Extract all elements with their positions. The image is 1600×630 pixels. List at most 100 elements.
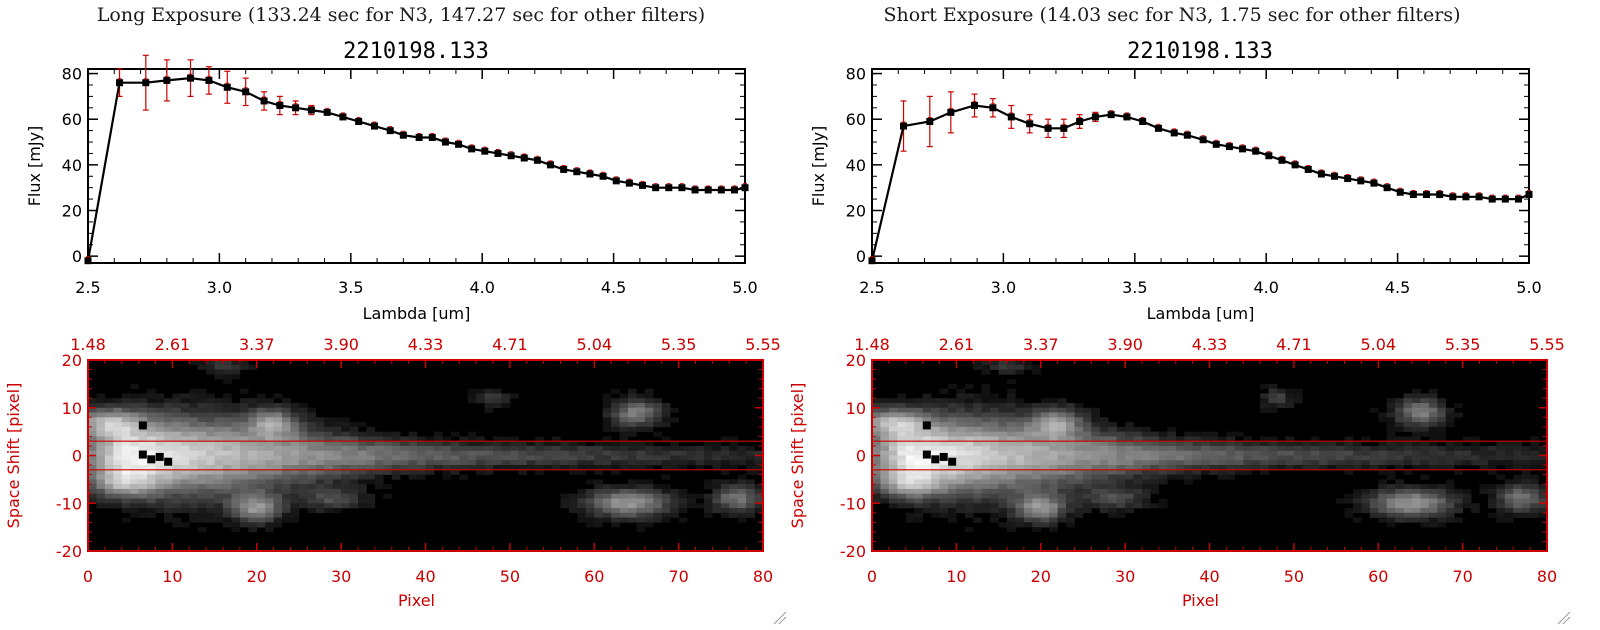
image-pixel — [1015, 369, 1025, 375]
image-pixel — [594, 522, 603, 528]
image-pixel — [947, 474, 957, 480]
image-pixel — [905, 469, 915, 475]
image-pixel — [1412, 512, 1421, 518]
image-pixel — [282, 474, 291, 480]
image-pixel — [754, 488, 764, 495]
image-pixel — [956, 436, 966, 442]
image-pixel — [1462, 455, 1472, 461]
image-pixel — [1066, 441, 1075, 447]
image-pixel — [897, 436, 907, 442]
image-pixel — [147, 508, 156, 514]
image-pixel — [324, 460, 333, 466]
image-pixel — [636, 527, 646, 533]
image-pixel — [315, 445, 325, 452]
image-pixel — [1226, 474, 1236, 480]
image-pixel — [358, 441, 367, 447]
image-pixel — [172, 488, 182, 495]
image-pixel — [214, 445, 224, 452]
image-pixel — [147, 417, 156, 423]
image-pixel — [366, 465, 376, 471]
image-pixel — [231, 517, 241, 523]
image-pixel — [1082, 422, 1092, 428]
image-pixel — [206, 488, 215, 495]
image-pixel — [341, 484, 350, 490]
resize-grip-right[interactable] — [1557, 611, 1571, 625]
image-pixel — [1125, 450, 1134, 456]
image-pixel — [197, 364, 207, 370]
data-point — [307, 106, 315, 114]
image-pixel — [1268, 388, 1278, 394]
image-pixel — [324, 465, 333, 471]
image-pixel — [138, 407, 148, 413]
image-pixel — [189, 465, 198, 471]
image-pixel — [670, 488, 679, 495]
image-pixel — [172, 455, 182, 461]
image-pixel — [1403, 445, 1413, 452]
image-pixel — [315, 488, 325, 495]
image-pixel — [374, 431, 384, 437]
image-pixel — [349, 431, 359, 437]
image-pixel — [998, 522, 1008, 528]
image-pixel — [383, 465, 393, 471]
image-pixel — [189, 417, 198, 423]
image-pixel — [467, 455, 477, 461]
image-pixel — [653, 417, 663, 423]
image-pixel — [1445, 460, 1455, 466]
data-point — [947, 108, 955, 116]
image-pixel — [905, 488, 915, 495]
image-pixel — [332, 426, 342, 432]
image-pixel — [332, 445, 342, 452]
image-pixel — [981, 422, 991, 428]
image-pixel — [493, 388, 502, 394]
image-pixel — [298, 455, 308, 461]
image-pixel — [298, 422, 308, 428]
image-pixel — [1201, 450, 1210, 456]
image-pixel — [611, 426, 620, 432]
image-pixel — [1428, 388, 1438, 394]
image-pixel — [1352, 517, 1362, 523]
image-pixel — [585, 503, 595, 509]
image-pixel — [189, 503, 198, 509]
image-pixel — [307, 445, 317, 452]
image-pixel — [619, 493, 629, 499]
image-pixel — [880, 450, 890, 456]
image-pixel — [248, 455, 258, 461]
image-pixel — [661, 417, 671, 423]
image-pixel — [712, 465, 722, 471]
image-pixel — [922, 417, 932, 423]
image-pixel — [922, 469, 932, 475]
image-pixel — [417, 455, 426, 461]
image-pixel — [1471, 455, 1480, 461]
image-pixel — [1142, 493, 1151, 499]
image-pixel — [206, 412, 215, 418]
image-pixel — [366, 455, 376, 461]
image-pixel — [256, 465, 266, 471]
image-pixel — [1285, 441, 1295, 447]
image-pixel — [88, 493, 97, 499]
image-pixel — [1268, 460, 1278, 466]
image-pixel — [1007, 364, 1016, 370]
image-pixel — [670, 493, 679, 499]
resize-grip-left[interactable] — [773, 611, 787, 625]
image-pixel — [1007, 436, 1016, 442]
image-pixel — [990, 412, 999, 418]
image-pixel — [1437, 493, 1447, 499]
image-pixel — [358, 465, 367, 471]
image-pixel — [897, 455, 907, 461]
image-pixel — [1395, 426, 1404, 432]
image-pixel — [1487, 469, 1497, 475]
image-pixel — [332, 460, 342, 466]
image-pixel — [1395, 503, 1404, 509]
image-pixel — [1209, 436, 1219, 442]
image-pixel — [644, 455, 654, 461]
image-pixel — [1091, 503, 1101, 509]
image-pixel — [1403, 398, 1413, 404]
image-pixel — [880, 445, 890, 452]
image-pixel — [324, 417, 333, 423]
image-pixel — [1167, 469, 1177, 475]
image-pixel — [577, 493, 587, 499]
image-pixel — [223, 465, 232, 471]
image-pixel — [981, 369, 991, 375]
image-pixel — [1445, 441, 1455, 447]
image-pixel — [121, 479, 131, 485]
